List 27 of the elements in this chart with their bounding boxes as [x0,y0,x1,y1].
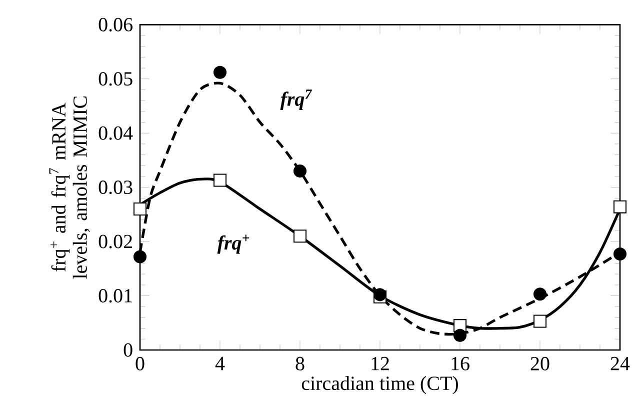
x-tick-label: 8 [296,356,304,370]
y-tick-label: 0.04 [98,126,133,140]
point [453,328,467,342]
x-tick-label: 0 [136,356,144,370]
y-tick-label: 0.05 [98,72,132,86]
point [533,314,547,328]
x-tick-label: 20 [530,356,550,370]
point [613,200,627,214]
x-tick-label: 12 [372,356,389,370]
y-tick-label: 0 [124,343,132,357]
point [293,230,307,243]
point [213,66,227,79]
y-tick-label: 0.01 [98,288,132,303]
point [213,174,227,187]
x-tick-label: 4 [215,356,225,370]
point [133,202,147,216]
x-tick-label: 16 [452,356,470,370]
y-tick-label: 0.06 [98,18,132,32]
point [533,288,547,301]
point [133,250,147,264]
series-label: frq$^{7}$ [280,90,312,110]
x-tick-label: 24 [610,356,630,370]
y-tick-label: 0.03 [98,180,132,194]
x-axis-title: circadian time (CT) [302,376,458,394]
y-tick-label: 0.02 [98,234,132,248]
series-label: frq$^{+}$ [217,234,250,254]
point [293,164,307,178]
